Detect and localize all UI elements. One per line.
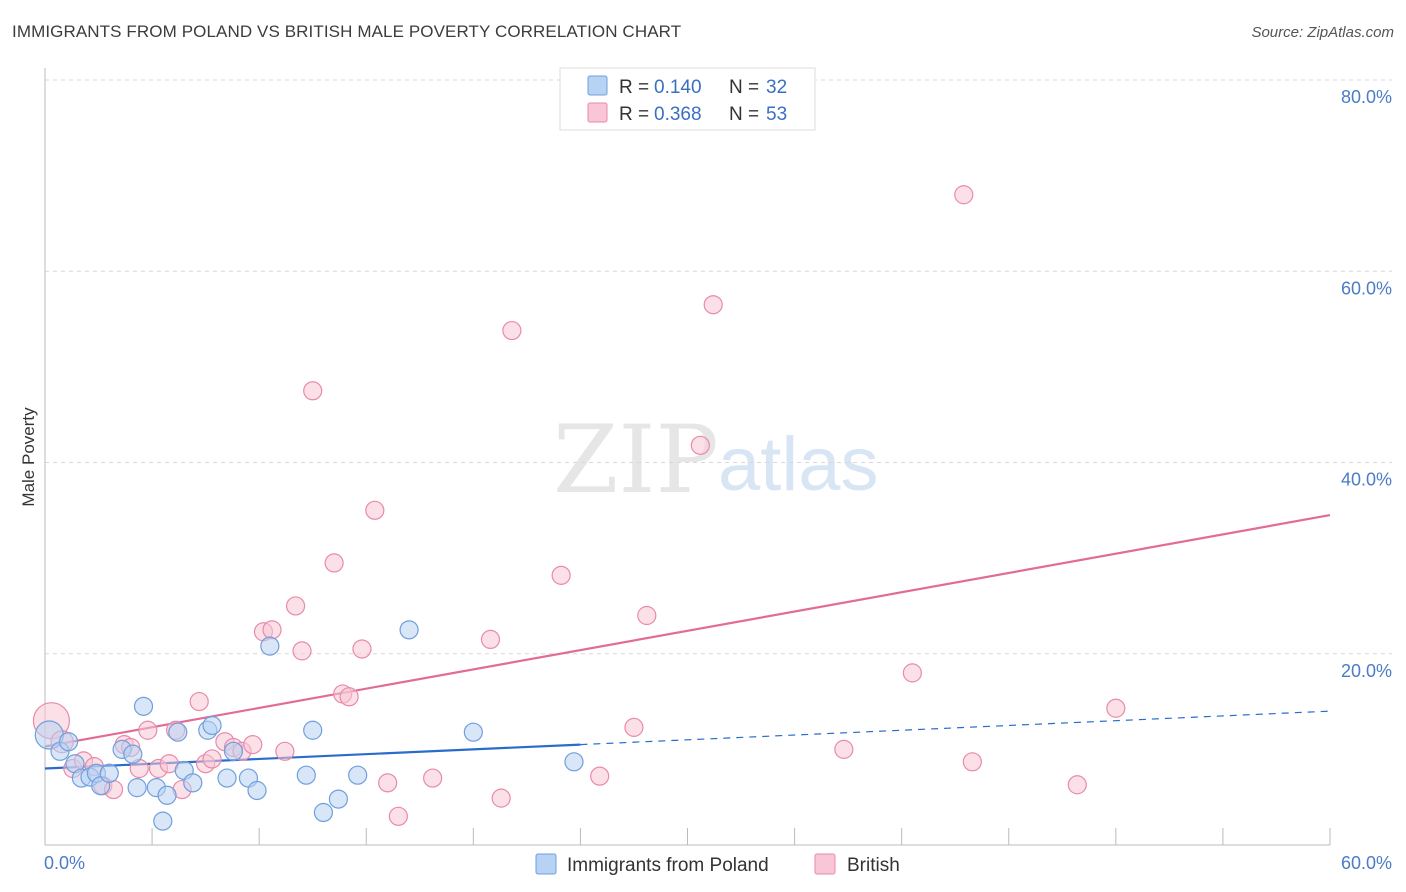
british-point — [1106, 698, 1126, 718]
british-point — [551, 565, 571, 585]
poland-point — [564, 752, 584, 772]
british-point — [491, 788, 511, 808]
poland-point — [202, 715, 222, 736]
british-point — [423, 768, 443, 788]
poland-point — [463, 722, 483, 742]
poland-point — [58, 732, 79, 752]
british-point — [954, 185, 974, 205]
british-point — [243, 734, 263, 755]
british-point — [502, 320, 522, 341]
legend-n-value: 53 — [766, 104, 787, 125]
british-point — [690, 435, 710, 455]
british-trend-line — [44, 514, 1331, 748]
watermark-zip: ZIP — [553, 406, 719, 515]
poland-point — [348, 765, 368, 785]
bottom-legend-label-british: British — [847, 855, 900, 876]
watermark-atlas: atlas — [718, 422, 879, 507]
british-point — [365, 500, 385, 520]
poland-point — [127, 778, 147, 798]
legend-r-label: R = — [619, 77, 649, 98]
poland-point — [223, 741, 244, 761]
bottom-legend: Immigrants from Poland British — [535, 853, 900, 876]
data-points — [32, 185, 1126, 831]
legend-r-value: 0.368 — [654, 104, 702, 125]
y-tick-label: 80.0% — [1341, 87, 1392, 107]
source-label: Source: ZipAtlas.com — [1251, 24, 1394, 41]
british-point — [292, 641, 312, 661]
poland-point — [313, 802, 334, 823]
legend-r-label: R = — [619, 104, 649, 125]
legend-n-label: N = — [729, 104, 759, 125]
british-point — [303, 381, 323, 401]
chart-title: IMMIGRANTS FROM POLAND VS BRITISH MALE P… — [12, 22, 682, 41]
legend-n-value: 32 — [766, 77, 787, 98]
british-point — [480, 629, 501, 650]
x-tick-label: 0.0% — [44, 853, 85, 873]
british-point — [1067, 775, 1087, 795]
british-point — [352, 639, 372, 659]
poland-point — [217, 768, 237, 788]
bottom-legend-swatch-blue — [535, 853, 557, 875]
poland-point — [133, 696, 154, 716]
british-point — [703, 295, 723, 315]
legend-n-label: N = — [729, 77, 759, 98]
poland-point — [247, 780, 267, 801]
legend: R = 0.140 N = 32 R = 0.368 N = 53 — [559, 67, 816, 131]
y-axis-label: Male Poverty — [19, 407, 38, 507]
legend-r-value: 0.140 — [654, 77, 702, 98]
poland-trend-extension — [580, 710, 1331, 746]
legend-swatch-blue — [587, 75, 608, 96]
y-tick-label: 20.0% — [1341, 661, 1392, 681]
poland-point — [296, 765, 316, 785]
poland-point — [168, 722, 188, 742]
poland-point — [303, 720, 323, 740]
x-tick-label: 60.0% — [1341, 853, 1392, 873]
poland-point — [260, 636, 280, 656]
british-point — [590, 766, 610, 786]
poland-point — [153, 811, 173, 831]
british-point — [285, 596, 306, 616]
british-point — [262, 620, 282, 640]
bottom-legend-label-poland: Immigrants from Poland — [567, 855, 769, 876]
grid — [45, 79, 1392, 655]
legend-swatch-pink — [587, 102, 608, 123]
british-point — [388, 806, 408, 826]
british-point — [962, 752, 982, 772]
british-point — [138, 720, 158, 740]
british-point — [624, 717, 644, 737]
poland-point — [399, 620, 419, 640]
british-point — [378, 773, 398, 793]
y-tick-label: 60.0% — [1341, 278, 1392, 298]
british-point — [834, 739, 854, 759]
poland-point — [328, 789, 349, 809]
poland-point — [123, 744, 143, 764]
poland-point — [157, 785, 177, 805]
bottom-legend-swatch-pink — [814, 853, 836, 875]
axes: 20.0% 40.0% 60.0% 80.0% 0.0% 60.0% — [44, 68, 1392, 873]
british-point — [202, 749, 222, 769]
british-point — [189, 691, 209, 712]
poland-point — [99, 763, 119, 783]
british-point — [275, 741, 295, 761]
british-point — [339, 687, 359, 707]
trend-lines — [44, 514, 1331, 770]
british-point — [637, 605, 657, 626]
y-tick-label: 40.0% — [1341, 470, 1392, 490]
british-point — [902, 663, 922, 683]
british-point — [324, 553, 344, 573]
poland-point — [183, 773, 203, 793]
